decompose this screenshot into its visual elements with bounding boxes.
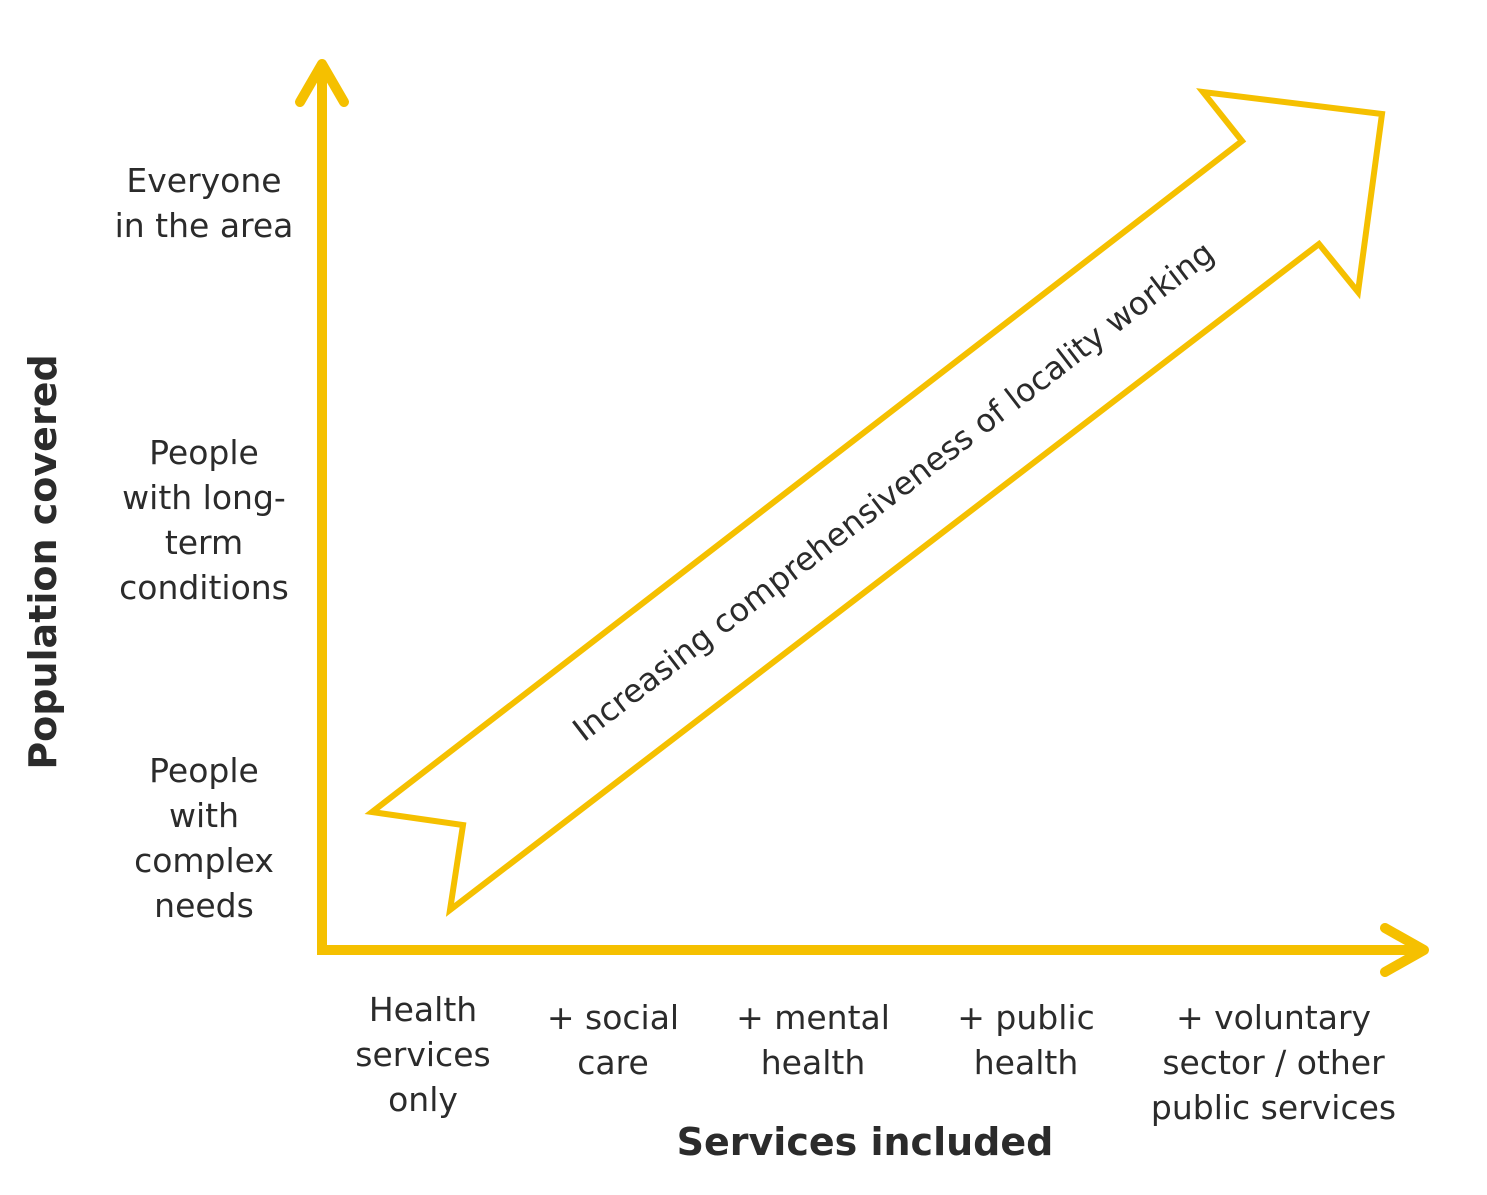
x-level-mental-health: + mental health bbox=[736, 998, 890, 1082]
x-level-social-care: + social care bbox=[546, 998, 680, 1082]
x-axis-arrow bbox=[317, 923, 1429, 977]
y-level-everyone: Everyone in the area bbox=[114, 161, 294, 245]
progress-arrow-shape bbox=[364, 88, 1386, 917]
x-axis-title: Services included bbox=[676, 1120, 1054, 1164]
y-axis-title: Population covered bbox=[21, 354, 65, 770]
x-level-health-services: Health services only bbox=[355, 990, 491, 1119]
y-level-long-term-conditions: People with long- term conditions bbox=[119, 433, 289, 607]
progress-arrow-label: Increasing comprehensiveness of locality… bbox=[566, 234, 1222, 749]
y-level-complex-needs: People with complex needs bbox=[134, 751, 274, 925]
x-level-voluntary-sector: + voluntary sector / other public servic… bbox=[1150, 998, 1397, 1127]
x-level-public-health: + public health bbox=[957, 998, 1095, 1082]
y-axis-arrow bbox=[295, 59, 349, 955]
